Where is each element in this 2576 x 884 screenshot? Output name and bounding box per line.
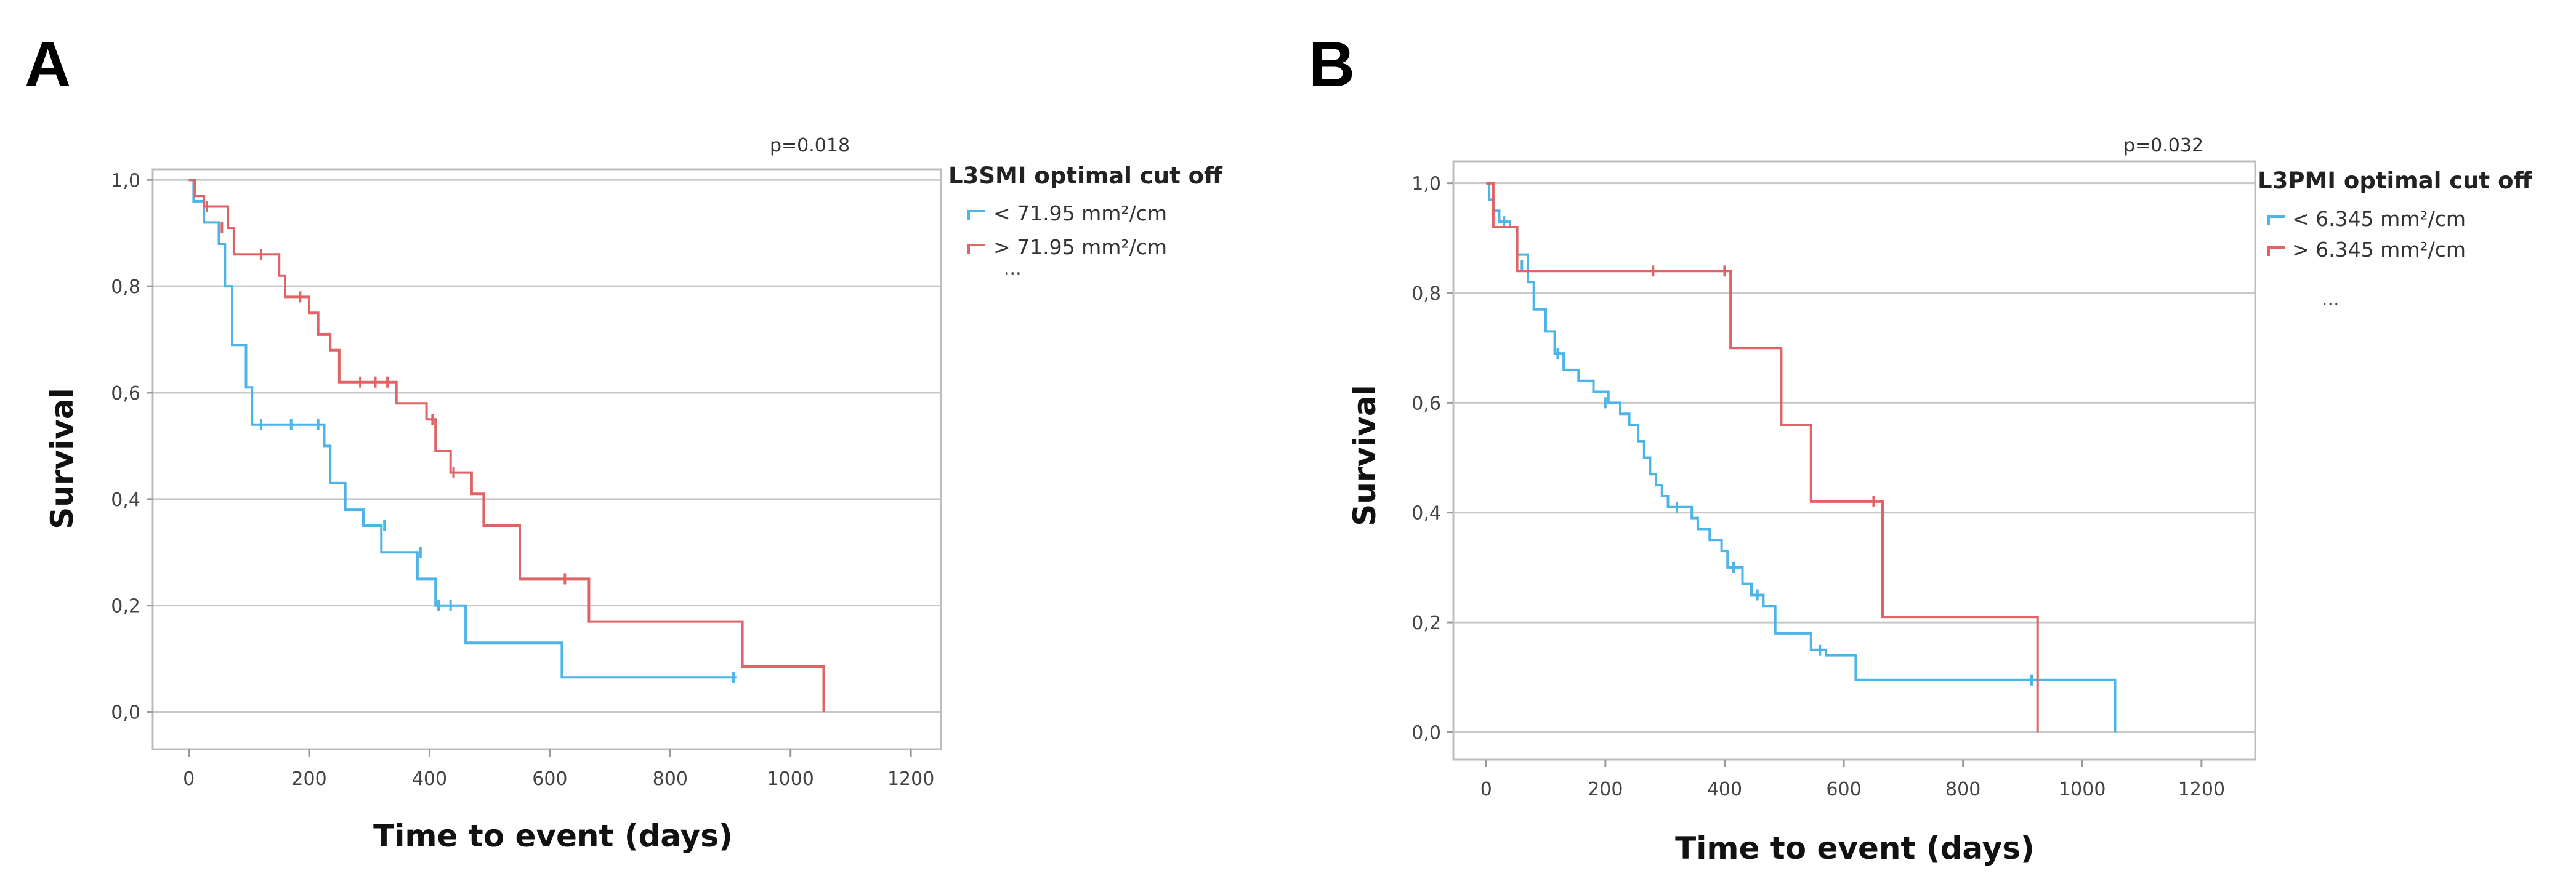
x-axis-ticks: 0 200 400 600 800 1000 1200 [183,749,934,790]
x-tick-label: 0 [1480,779,1492,800]
x-tick-label: 600 [1826,779,1861,800]
y-tick-label: 0,6 [1411,393,1441,414]
legend-entry-2: > 71.95 mm²/cm [993,235,1167,259]
x-tick-label: 1000 [767,768,814,790]
legend-extra: ... [2322,289,2340,310]
y-axis-ticks: 0,0 0,2 0,4 0,6 0,8 1,0 [111,170,153,724]
x-tick-label: 800 [653,768,688,790]
legend-title: L3PMI optimal cut off [2258,167,2533,194]
gridlines [1453,182,2255,733]
y-tick-label: 1,0 [1411,174,1441,195]
y-tick-label: 0,6 [111,383,140,404]
series-layer [188,179,825,712]
y-tick-label: 0,2 [111,596,140,617]
x-tick-label: 400 [412,768,447,790]
series-layer [1486,182,2117,733]
p-value: p=0.018 [770,135,850,156]
legend-swatch-1 [967,210,985,220]
x-axis-label: Time to event (days) [1675,830,2035,866]
panel-a: A p=0.018 0 200 400 600 800 1000 1200 0,00,20,… [25,29,1223,854]
x-tick-label: 0 [183,768,195,790]
y-tick-label: 0,4 [1411,503,1441,524]
y-tick-label: 0,0 [111,702,140,724]
panel-label: B [1309,29,1355,100]
x-tick-label: 200 [291,768,326,790]
legend-entry-2: > 6.345 mm²/cm [2292,238,2466,262]
x-tick-label: 400 [1707,779,1742,800]
legend-entry-1: < 6.345 mm²/cm [2292,207,2466,231]
x-tick-label: 1000 [2059,779,2106,800]
legend-entry-1: < 71.95 mm²/cm [993,201,1167,225]
x-tick-label: 600 [532,768,567,790]
y-tick-label: 0,4 [111,489,140,511]
plot-frame [151,168,942,750]
x-tick-label: 1200 [2178,779,2225,800]
legend: L3SMI optimal cut off < 71.95 mm²/cm > 7… [948,163,1223,279]
y-tick-label: 0,8 [111,276,140,298]
legend-title: L3SMI optimal cut off [948,163,1223,189]
y-axis-label: Survival [44,388,80,529]
x-axis-ticks: 0 200 400 600 800 1000 1200 [1480,760,2225,800]
survival-curve-2 [188,179,825,712]
y-tick-label: 0,0 [1411,722,1441,744]
p-value: p=0.032 [2123,135,2203,156]
legend: L3PMI optimal cut off < 6.345 mm²/cm > 6… [2258,167,2533,310]
panel-b: B p=0.032 0 200 400 600 800 1000 1200 0,00,20,… [1309,29,2533,866]
x-axis-label: Time to event (days) [373,818,733,854]
legend-extra: ... [1004,258,1022,279]
survival-curve-1 [1486,182,2117,733]
y-axis-label: Survival [1347,385,1383,526]
survival-curve-1 [188,179,737,679]
x-tick-label: 800 [1945,779,1980,800]
gridlines [153,179,941,713]
legend-swatch-2 [2267,246,2285,256]
y-tick-label: 1,0 [111,170,140,191]
survival-curve-2 [1486,182,2039,733]
x-tick-label: 1200 [887,768,934,790]
x-tick-label: 200 [1588,779,1623,800]
y-axis-ticks: 0,0 0,2 0,4 0,6 0,8 1,0 [1411,174,1453,744]
legend-swatch-1 [2267,215,2285,225]
y-tick-label: 0,2 [1411,613,1441,634]
y-tick-label: 0,8 [1411,283,1441,305]
plot-frame [1452,160,2256,761]
legend-swatch-2 [967,244,985,254]
panel-label: A [25,29,71,100]
